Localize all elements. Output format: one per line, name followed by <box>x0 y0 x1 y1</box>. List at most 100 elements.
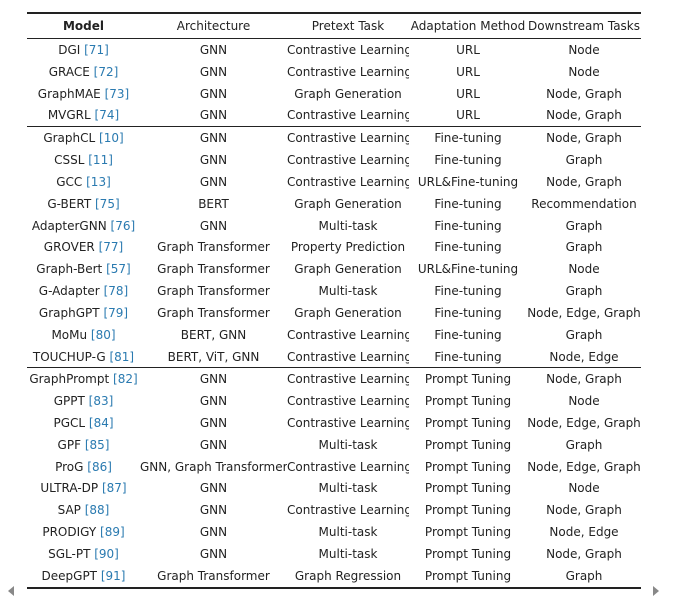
architecture-cell: GNN <box>199 218 228 233</box>
pretext-task-cell: Contrastive Learning <box>287 327 409 342</box>
adaptation-method-cell: URL&Fine-tuning <box>417 174 519 189</box>
architecture-cell: GNN, Graph Transformer <box>140 459 287 474</box>
table-row: GCC [13] GNN Contrastive Learning URL&Fine-… <box>27 171 641 193</box>
pretext-task-cell: Multi-task <box>318 284 378 299</box>
model-cell: SGL-PT [90] <box>27 543 140 565</box>
model-cell: GraphPrompt [82] <box>27 367 140 391</box>
pretext-task-cell: Contrastive Learning <box>287 349 409 364</box>
citation-link[interactable]: [91] <box>100 568 126 583</box>
citation-link[interactable]: [87] <box>101 481 127 496</box>
pretext-task-cell: Contrastive Learning <box>287 108 409 123</box>
citation-link[interactable]: [72] <box>93 64 119 79</box>
citation-link[interactable]: [90] <box>94 546 119 561</box>
adaptation-method-cell: Fine-tuning <box>434 240 502 255</box>
citation-link[interactable]: [76] <box>110 218 136 233</box>
model-cell: GraphCL [10] <box>27 126 140 150</box>
model-name: GRACE <box>48 64 90 79</box>
model-cell: GRACE [72] <box>27 61 140 83</box>
citation-link[interactable]: [13] <box>86 174 111 189</box>
downstream-tasks-cell: Graph <box>527 564 641 589</box>
architecture-cell: BERT <box>198 196 229 211</box>
model-name: PRODIGY <box>42 525 97 540</box>
model-name: MoMu <box>51 327 88 342</box>
pretext-task-cell: Contrastive Learning <box>287 64 409 79</box>
citation-link[interactable]: [88] <box>84 503 110 518</box>
table-row: GPF [85] GNN Multi-task Prompt Tuning Graph <box>27 434 641 456</box>
downstream-tasks-cell: Node, Graph <box>527 367 641 391</box>
downstream-tasks-cell: Node, Graph <box>546 546 622 561</box>
model-name: GPF <box>57 437 81 452</box>
model-name: ProG <box>55 459 84 474</box>
citation-link[interactable]: [74] <box>94 108 120 123</box>
citation-link[interactable]: [78] <box>103 284 129 299</box>
adaptation-method-cell: Fine-tuning <box>434 196 502 211</box>
architecture-cell: GNN <box>140 367 287 391</box>
architecture-cell: BERT, ViT, GNN <box>167 349 260 364</box>
table-row: DeepGPT [91] Graph Transformer Graph Regre… <box>27 564 641 589</box>
citation-link[interactable]: [57] <box>106 262 131 277</box>
pretext-task-cell: Multi-task <box>318 525 378 540</box>
pretext-task-cell: Property Prediction <box>290 240 406 255</box>
adaptation-method-cell: Fine-tuning <box>434 284 502 299</box>
adaptation-method-cell: Prompt Tuning <box>424 546 512 561</box>
downstream-tasks-cell: Node, Edge, Graph <box>527 459 641 474</box>
scroll-right[interactable] <box>653 586 659 596</box>
citation-link[interactable]: [71] <box>84 42 109 57</box>
pretext-task-cell: Contrastive Learning <box>287 42 409 57</box>
architecture-cell: GNN <box>199 437 228 452</box>
architecture-cell: GNN <box>199 481 228 496</box>
table-row: MoMu [80] BERT, GNN Contrastive Learning Fi… <box>27 324 641 346</box>
scroll-left[interactable] <box>8 586 14 596</box>
model-name: PGCL <box>53 415 86 430</box>
table-row: GROVER [77] Graph Transformer Property Pre… <box>27 236 641 258</box>
adaptation-method-cell: URL <box>456 108 480 123</box>
citation-link[interactable]: [83] <box>88 394 114 409</box>
architecture-cell: GNN <box>199 86 228 101</box>
header-row: Model Architecture Pretext Task Adaptation … <box>27 12 641 39</box>
citation-link[interactable]: [75] <box>95 196 120 211</box>
citation-link[interactable]: [73] <box>104 86 130 101</box>
downstream-tasks-cell: Node, Graph <box>527 126 641 150</box>
model-name: ULTRA-DP <box>40 481 99 496</box>
table-row: AdapterGNN [76] GNN Multi-task Fine-tuning G… <box>27 215 641 237</box>
architecture-cell: GNN <box>199 503 228 518</box>
model-name: GROVER <box>43 240 95 255</box>
downstream-tasks-cell: Graph <box>565 153 603 168</box>
adaptation-method-cell: Fine-tuning <box>434 305 502 320</box>
citation-link[interactable]: [79] <box>103 305 129 320</box>
citation-link[interactable]: [86] <box>87 459 112 474</box>
table-row: GRACE [72] GNN Contrastive Learning URL Node <box>27 61 641 83</box>
citation-link[interactable]: [11] <box>88 153 113 168</box>
table-row: GraphMAE [73] GNN Graph Generation URL Node,… <box>27 83 641 105</box>
model-cell: CSSL [11] <box>27 149 140 171</box>
downstream-tasks-cell: Node <box>568 481 600 496</box>
column-header: Downstream Tasks <box>527 12 641 39</box>
table-body: DGI [71] GNN Contrastive Learning URL Node GR… <box>27 39 641 589</box>
citation-link[interactable]: [80] <box>90 327 116 342</box>
citation-link[interactable]: [81] <box>109 349 135 364</box>
table-row: G-BERT [75] BERT Graph Generation Fine-tuni… <box>27 193 641 215</box>
citation-link[interactable]: [10] <box>99 131 124 146</box>
pretext-task-cell: Graph Regression <box>287 564 409 589</box>
downstream-tasks-cell: Node <box>568 42 600 57</box>
downstream-tasks-cell: Node, Graph <box>546 108 622 123</box>
table-row: DGI [71] GNN Contrastive Learning URL Node <box>27 39 641 61</box>
table-row: GPPT [83] GNN Contrastive Learning Prompt T… <box>27 390 641 412</box>
architecture-cell: Graph Transformer <box>157 240 270 255</box>
model-name: Graph-Bert <box>36 262 103 277</box>
citation-link[interactable]: [77] <box>98 240 124 255</box>
architecture-cell: GNN <box>199 108 228 123</box>
citation-link[interactable]: [82] <box>113 372 138 387</box>
model-name: MVGRL <box>47 108 91 123</box>
model-cell: GROVER [77] <box>27 236 140 258</box>
citation-link[interactable]: [85] <box>84 437 110 452</box>
citation-link[interactable]: [89] <box>100 525 125 540</box>
adaptation-method-cell: Fine-tuning <box>434 153 502 168</box>
architecture-cell: Graph Transformer <box>140 564 287 589</box>
adaptation-method-cell: Prompt Tuning <box>424 503 512 518</box>
table-row: MVGRL [74] GNN Contrastive Learning URL Node… <box>27 104 641 126</box>
adaptation-method-cell: URL <box>456 86 480 101</box>
pretext-task-cell: Graph Generation <box>294 86 402 101</box>
downstream-tasks-cell: Recommendation <box>531 196 637 211</box>
citation-link[interactable]: [84] <box>88 415 114 430</box>
